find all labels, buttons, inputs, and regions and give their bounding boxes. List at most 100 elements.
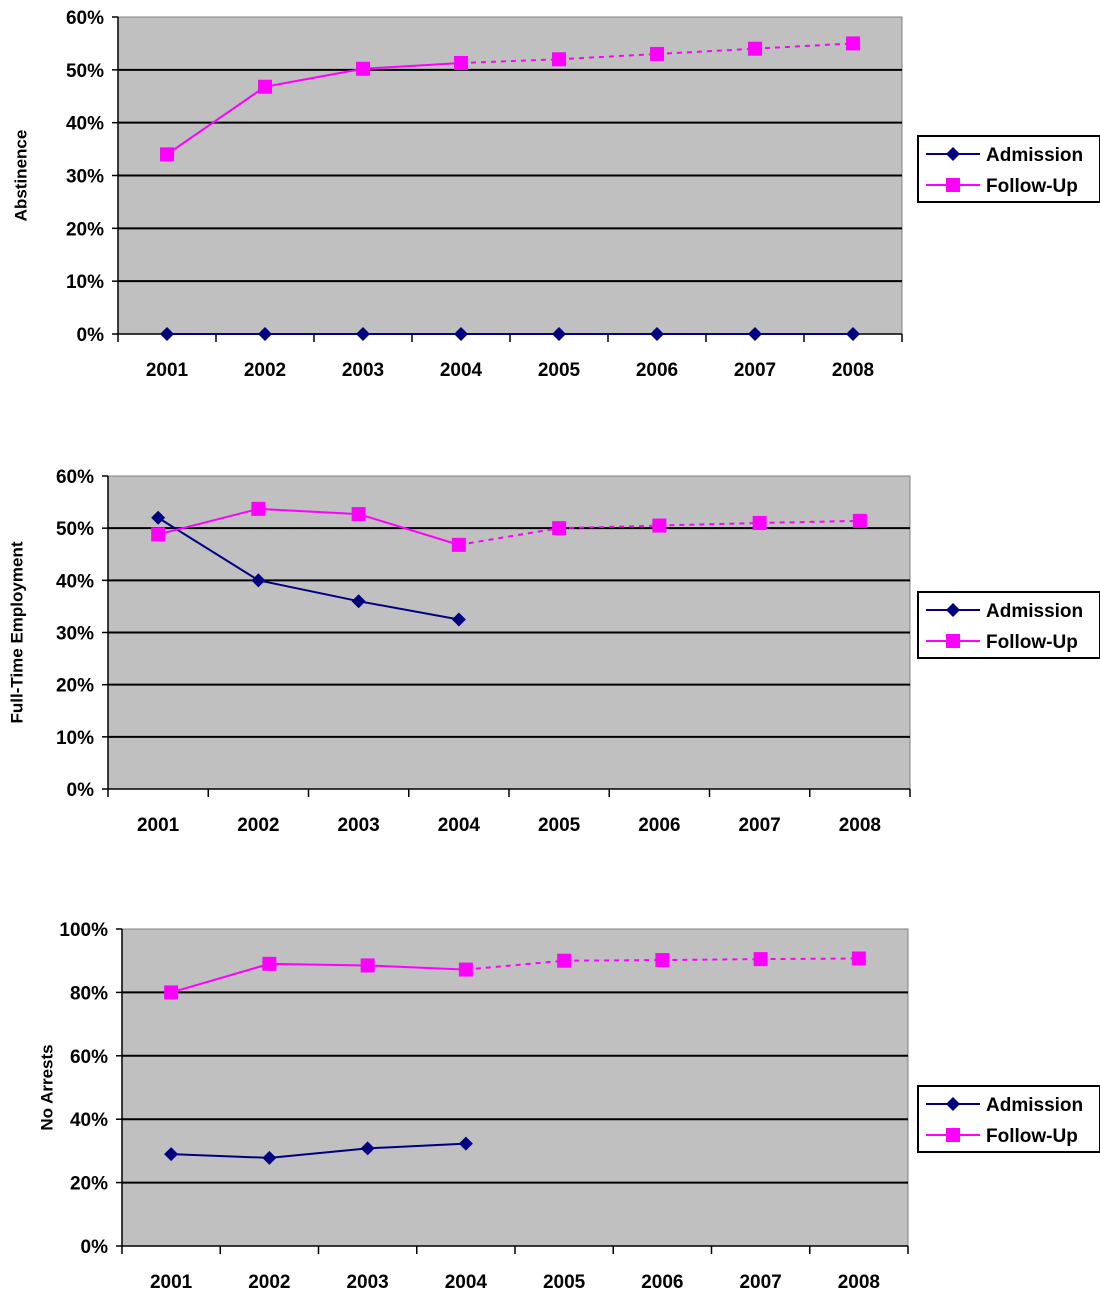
y-tick-label: 100% <box>59 920 108 941</box>
data-point <box>164 985 179 1000</box>
x-tick-label: 2007 <box>734 360 776 381</box>
data-point <box>454 55 468 70</box>
y-tick-label: 20% <box>70 1174 108 1195</box>
data-point <box>356 61 370 76</box>
data-point <box>454 327 468 341</box>
y-tick-label: 40% <box>70 1110 108 1131</box>
series-segment <box>559 524 660 530</box>
x-tick-label: 2004 <box>438 815 481 836</box>
data-point <box>652 518 667 533</box>
data-point <box>753 952 768 967</box>
legend-marker <box>946 147 960 161</box>
legend: Admission Follow-Up <box>917 1085 1100 1153</box>
series-segment <box>759 519 860 524</box>
y-tick-label: 0% <box>81 1237 109 1258</box>
x-tick-label: 2005 <box>538 360 581 381</box>
series-segment <box>656 47 756 55</box>
data-point <box>552 521 567 536</box>
data-point <box>151 527 166 542</box>
series-segment <box>460 58 560 64</box>
y-tick-label: 50% <box>66 61 104 82</box>
y-tick-label: 0% <box>77 325 105 346</box>
y-tick-label: 60% <box>70 1047 108 1068</box>
data-point <box>852 513 867 528</box>
legend-label: Admission <box>986 601 1083 622</box>
data-point <box>748 327 762 341</box>
series-segment <box>258 579 359 603</box>
series-segment <box>558 52 658 61</box>
x-tick-label: 2005 <box>538 815 581 836</box>
x-tick-label: 2002 <box>248 1272 290 1293</box>
y-tick-label: 30% <box>66 167 104 188</box>
arrests-chart: 0% 20% 40% 60% 80% 100% 2001 2002 2003 2004 2005 20… <box>37 920 1100 1293</box>
series-segment <box>754 42 854 50</box>
series-segment <box>157 516 259 582</box>
y-tick-label: 0% <box>67 780 95 801</box>
y-tick-label: 60% <box>56 467 94 488</box>
legend-marker <box>946 178 960 192</box>
x-tick-label: 2007 <box>739 1272 781 1293</box>
data-point <box>748 41 762 56</box>
series-segment <box>458 527 560 546</box>
x-tick-label: 2003 <box>346 1272 388 1293</box>
x-tick-label: 2001 <box>137 815 180 836</box>
x-tick-label: 2003 <box>342 360 384 381</box>
data-point <box>851 951 866 966</box>
data-point <box>258 79 272 94</box>
data-point <box>360 1141 375 1156</box>
data-point <box>356 327 370 341</box>
x-tick-label: 2005 <box>543 1272 586 1293</box>
data-point <box>351 594 366 609</box>
data-point <box>262 1150 277 1165</box>
y-tick-label: 50% <box>56 519 94 540</box>
series-segment <box>367 1142 466 1150</box>
series-segment <box>662 958 761 962</box>
legend-label: Follow-Up <box>986 176 1078 197</box>
series-segment <box>358 600 460 621</box>
y-axis-title: Full-Time Employment <box>7 541 26 723</box>
legend: Admission Follow-Up <box>917 591 1100 659</box>
data-point <box>160 147 174 162</box>
data-point <box>251 573 266 588</box>
abstinence-chart: 0% 10% 20% 30% 40% 50% 60% 2001 2002 2003 2004 2005… <box>11 8 1100 381</box>
data-point <box>650 327 664 341</box>
series-segment <box>362 61 462 70</box>
data-point <box>151 510 166 525</box>
data-point <box>458 962 473 977</box>
x-tick-label: 2007 <box>738 815 780 836</box>
y-tick-label: 20% <box>56 676 94 697</box>
data-point <box>552 52 566 67</box>
legend: Admission Follow-Up <box>917 135 1100 203</box>
series-segment <box>465 959 565 971</box>
legend-marker <box>946 634 960 648</box>
data-point <box>846 327 860 341</box>
data-point <box>655 953 670 968</box>
x-tick-label: 2008 <box>838 1272 880 1293</box>
x-tick-label: 2002 <box>237 815 279 836</box>
series-segment <box>170 962 270 994</box>
series-segment <box>564 959 663 962</box>
series-segment <box>157 507 259 536</box>
y-tick-label: 10% <box>66 272 104 293</box>
data-point <box>557 953 572 968</box>
y-axis-title: No Arrests <box>37 1044 56 1130</box>
x-tick-label: 2003 <box>337 815 379 836</box>
legend-label: Follow-Up <box>986 1126 1078 1147</box>
y-tick-label: 40% <box>66 114 104 135</box>
legend-label: Admission <box>986 1095 1083 1116</box>
series-segment <box>171 1153 270 1159</box>
x-tick-label: 2004 <box>440 360 483 381</box>
data-point <box>650 46 664 61</box>
x-tick-label: 2001 <box>150 1272 193 1293</box>
data-point <box>160 327 174 341</box>
y-tick-label: 40% <box>56 571 94 592</box>
y-axis-title: Abstinence <box>11 130 30 222</box>
data-point <box>251 501 266 516</box>
y-tick-label: 20% <box>66 219 104 240</box>
data-point <box>451 537 466 552</box>
legend-marker <box>946 1128 960 1142</box>
data-point <box>752 515 767 530</box>
x-tick-label: 2006 <box>641 1272 683 1293</box>
legend-marker <box>946 603 960 617</box>
legend-marker <box>946 1097 960 1111</box>
